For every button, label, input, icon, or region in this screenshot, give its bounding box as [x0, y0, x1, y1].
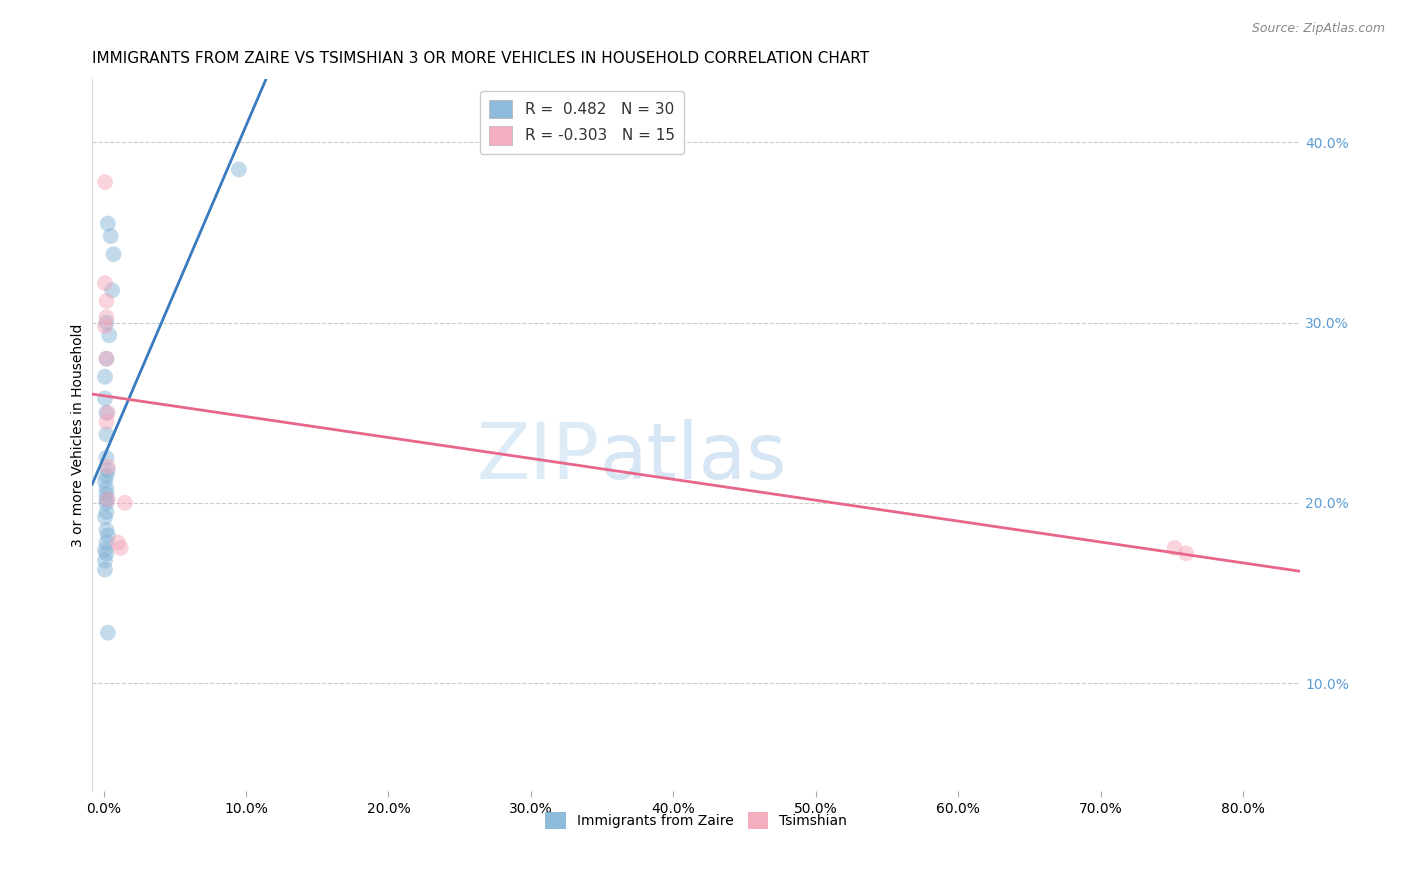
Point: [97, 463, 120, 477]
Point: [96, 468, 118, 483]
Point: [107, 535, 129, 549]
Point: [96, 293, 118, 308]
Point: [110, 541, 132, 555]
Point: [96, 316, 118, 330]
Point: [101, 283, 124, 297]
Point: [94, 319, 117, 334]
Point: [96, 310, 118, 325]
Point: [96, 492, 118, 507]
Text: IMMIGRANTS FROM ZAIRE VS TSIMSHIAN 3 OR MORE VEHICLES IN HOUSEHOLD CORRELATION C: IMMIGRANTS FROM ZAIRE VS TSIMSHIAN 3 OR …: [93, 51, 869, 66]
Point: [94, 175, 117, 189]
Point: [94, 369, 117, 384]
Point: [94, 553, 117, 567]
Point: [98, 328, 121, 343]
Point: [96, 351, 118, 366]
Point: [94, 542, 117, 557]
Point: [1175, 546, 1198, 560]
Point: [96, 406, 118, 420]
Point: [96, 505, 118, 519]
Text: ZIP: ZIP: [477, 418, 599, 495]
Point: [96, 496, 118, 510]
Point: [96, 546, 118, 560]
Point: [97, 459, 120, 474]
Point: [228, 162, 250, 177]
Point: [97, 492, 120, 507]
Point: [96, 535, 118, 549]
Point: [96, 450, 118, 465]
Point: [96, 427, 118, 442]
Point: [97, 217, 120, 231]
Text: atlas: atlas: [599, 418, 787, 495]
Point: [96, 523, 118, 537]
Point: [97, 406, 120, 420]
Point: [96, 487, 118, 501]
Point: [96, 415, 118, 429]
Point: [100, 229, 122, 244]
Point: [94, 510, 117, 524]
Legend: Immigrants from Zaire, Tsimshian: Immigrants from Zaire, Tsimshian: [540, 806, 853, 834]
Point: [1164, 541, 1187, 555]
Point: [114, 496, 136, 510]
Point: [96, 351, 118, 366]
Point: [103, 247, 125, 261]
Point: [97, 528, 120, 542]
Point: [96, 482, 118, 496]
Point: [97, 625, 120, 640]
Point: [94, 475, 117, 489]
Text: Source: ZipAtlas.com: Source: ZipAtlas.com: [1251, 22, 1385, 36]
Point: [94, 276, 117, 290]
Point: [94, 563, 117, 577]
Y-axis label: 3 or more Vehicles in Household: 3 or more Vehicles in Household: [72, 324, 86, 547]
Point: [94, 392, 117, 406]
